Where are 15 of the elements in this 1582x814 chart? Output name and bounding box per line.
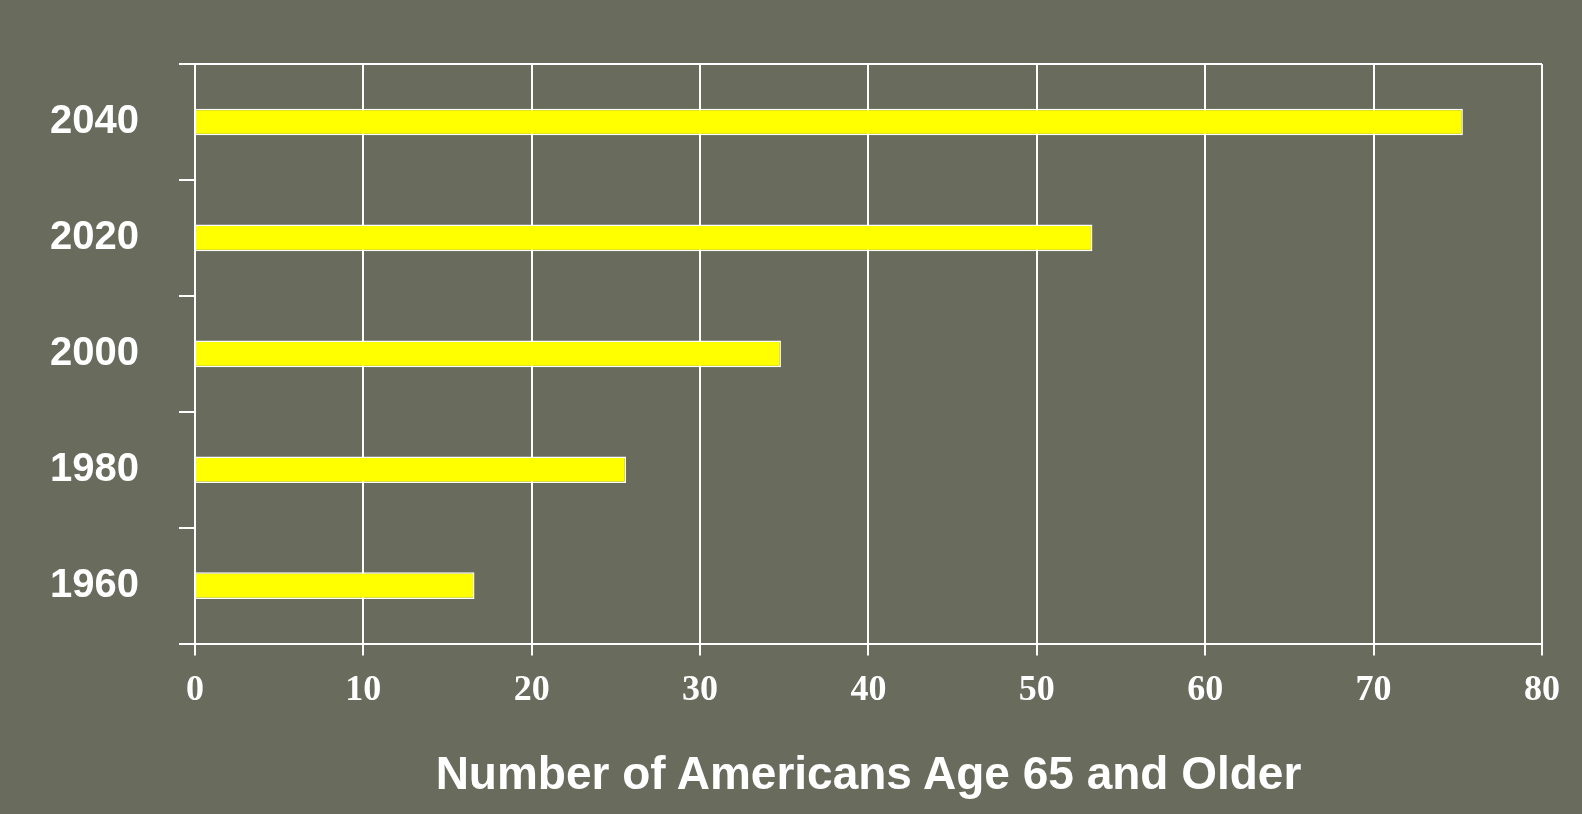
y-tick-label: 1960 bbox=[50, 560, 139, 605]
x-tick-label: 60 bbox=[1187, 668, 1224, 709]
x-axis-title: Number of Americans Age 65 and Older bbox=[435, 747, 1302, 800]
x-tick-label: 30 bbox=[682, 668, 719, 709]
x-tick-label: 70 bbox=[1355, 668, 1392, 709]
x-tick-label: 20 bbox=[513, 668, 550, 709]
x-tick-label: 0 bbox=[185, 668, 204, 709]
x-tick-label: 10 bbox=[345, 668, 382, 709]
x-tick-label: 50 bbox=[1018, 668, 1055, 709]
y-tick-label: 2000 bbox=[50, 328, 139, 373]
x-tick-label: 80 bbox=[1524, 668, 1560, 709]
y-tick-label: 1980 bbox=[50, 444, 139, 489]
y-tick-label: 2040 bbox=[50, 96, 139, 141]
x-tick-label: 40 bbox=[850, 668, 887, 709]
y-tick-label: 2020 bbox=[50, 212, 139, 257]
